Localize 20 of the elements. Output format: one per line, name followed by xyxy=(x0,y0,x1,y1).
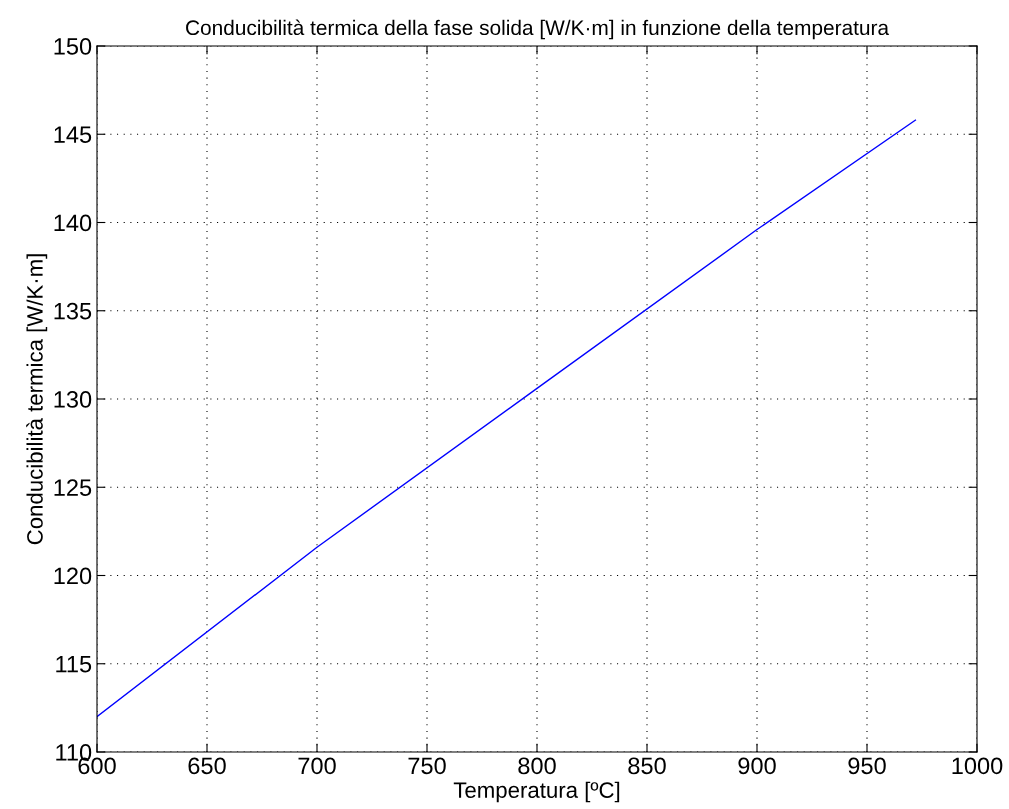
x-tick-label: 900 xyxy=(738,757,776,775)
y-tick-label: 150 xyxy=(54,38,92,55)
x-tick-label: 750 xyxy=(408,757,446,775)
y-tick-label: 135 xyxy=(54,302,92,320)
y-tick-label: 140 xyxy=(54,214,92,232)
y-tick-label: 120 xyxy=(54,567,92,585)
chart-title: Conducibilità termica della fase solida [W/K·m] in funzione della temperatura xyxy=(186,19,890,40)
x-tick-label: 1000 xyxy=(952,757,1003,775)
y-tick-label: 145 xyxy=(54,126,92,144)
x-tick-label: 950 xyxy=(848,757,886,775)
y-tick-label: 125 xyxy=(54,479,92,497)
x-tick-label: 700 xyxy=(298,757,336,775)
y-tick-label: 115 xyxy=(56,656,92,673)
y-axis-title: Conducibilità termica [W/K·m] xyxy=(26,254,48,545)
x-axis-title: Temperatura [ºC] xyxy=(453,781,620,803)
x-tick-label: 800 xyxy=(518,757,556,775)
x-tick-label: 850 xyxy=(628,757,666,775)
x-tick-label: 650 xyxy=(188,757,226,775)
line-series xyxy=(97,119,917,718)
y-tick-label: 130 xyxy=(54,391,92,408)
